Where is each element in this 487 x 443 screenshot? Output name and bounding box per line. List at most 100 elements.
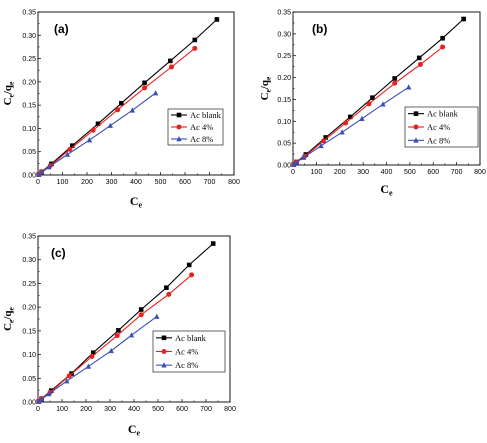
data-point (214, 17, 220, 22)
y-axis-label-subscript: e (264, 76, 273, 80)
y-tick-label: 0.35 (22, 234, 36, 241)
y-tick-label: 0.05 (22, 149, 36, 156)
series-line (38, 92, 156, 175)
y-axis-label: Ce/qe (2, 81, 16, 105)
data-point (461, 16, 466, 22)
y-tick-label: 0.15 (277, 97, 291, 104)
series-line (38, 243, 214, 402)
legend: Ac blank Ac 4% Ac 8% (152, 330, 226, 373)
x-tick-label: 600 (427, 169, 439, 176)
x-tick-label: 700 (204, 179, 216, 186)
data-point (406, 84, 412, 90)
series-1 (36, 241, 216, 404)
x-tick-label: 0 (36, 406, 40, 413)
y-axis-label-main: C (259, 92, 271, 100)
y-tick-label: 0.05 (277, 141, 291, 148)
y-axis-label-subscript: e (7, 319, 16, 323)
chart-panel-2: 0 100 200 300 400 500 600 700 800 0.00 0.05 0.10 0.1… (259, 10, 486, 198)
legend-label: Ac 4% (175, 347, 198, 357)
legend-swatch-marker (176, 136, 182, 142)
legend-label: Ac blank (190, 110, 222, 120)
data-point (164, 285, 169, 290)
series-3 (291, 84, 412, 167)
data-point (320, 138, 326, 144)
x-tick-label: 100 (311, 169, 323, 176)
y-axis-label-main: C (2, 323, 14, 331)
x-axis-label: Ce (128, 422, 141, 438)
y-tick-label: 0.10 (277, 119, 291, 126)
x-tick-label: 700 (451, 169, 463, 176)
x-tick-label: 700 (200, 406, 212, 413)
data-point (108, 347, 114, 354)
x-axis-label-main: C (380, 182, 389, 196)
data-point (90, 350, 96, 355)
x-tick-label: 600 (176, 406, 188, 413)
data-point (440, 35, 445, 41)
data-point (343, 120, 349, 126)
y-axis-label-subscript: e (264, 88, 273, 92)
x-tick-label: 500 (404, 169, 416, 176)
x-tick-label: 300 (104, 406, 116, 413)
data-point (119, 100, 124, 106)
y-tick-label: 0.25 (277, 53, 291, 60)
x-tick-label: 200 (334, 169, 346, 176)
x-axis-label-subscript: e (139, 201, 143, 210)
y-tick-label: 0.10 (22, 352, 36, 359)
data-point (67, 146, 73, 152)
y-tick-label: 0.35 (22, 10, 36, 17)
data-point (291, 161, 297, 167)
y-axis-label: Ce/qe (2, 306, 16, 330)
y-tick-label: 0.35 (277, 10, 291, 17)
x-axis-label-subscript: e (137, 429, 141, 438)
data-point (318, 142, 324, 149)
data-point (380, 101, 386, 107)
y-tick-label: 0.20 (22, 305, 36, 312)
data-point (392, 76, 397, 81)
y-tick-label: 0.25 (22, 281, 36, 288)
y-tick-label: 0.00 (22, 173, 36, 180)
series-line (293, 86, 410, 166)
series-2 (291, 44, 446, 168)
legend-item: Ac 4% (171, 122, 213, 132)
y-axis-label-mid: /q (2, 84, 14, 95)
panel-label: (c) (51, 246, 66, 260)
data-point (366, 101, 372, 107)
x-tick-label: 600 (179, 179, 191, 186)
series-3 (36, 313, 160, 404)
legend-swatch-marker (176, 112, 182, 118)
legend-label: Ac 4% (190, 122, 213, 132)
x-tick-label: 500 (155, 179, 167, 186)
y-axis-label-mid: /q (2, 310, 14, 321)
x-tick-label: 100 (56, 406, 68, 413)
y-axis-label-main: C (2, 97, 14, 105)
data-point (66, 373, 72, 379)
legend: Ac blank Ac 4% Ac 8% (404, 106, 479, 148)
x-tick-label: 300 (106, 179, 118, 186)
data-point (138, 312, 144, 318)
data-point (192, 45, 198, 51)
y-axis-label: Ce/qe (259, 76, 273, 100)
x-tick-label: 300 (357, 169, 369, 176)
data-point (36, 171, 42, 177)
x-tick-label: 800 (224, 406, 236, 413)
data-point (416, 55, 422, 61)
x-tick-label: 800 (228, 179, 240, 186)
y-tick-label: 0.15 (22, 328, 36, 335)
data-point (64, 151, 71, 157)
x-tick-label: 400 (128, 406, 140, 413)
data-point (107, 122, 113, 128)
legend-swatch-marker (413, 124, 419, 130)
data-point (168, 58, 173, 64)
y-tick-label: 0.15 (22, 103, 36, 110)
legend-item: Ac blank (156, 333, 207, 343)
x-axis-label: Ce (130, 194, 143, 210)
data-point (90, 127, 96, 133)
legend-swatch-marker (161, 362, 167, 368)
y-tick-label: 0.30 (277, 31, 291, 38)
data-point (152, 90, 159, 96)
data-point (46, 391, 52, 397)
x-tick-label: 0 (291, 169, 295, 176)
data-point (359, 115, 365, 121)
y-axis-label-subscript: e (7, 93, 16, 97)
